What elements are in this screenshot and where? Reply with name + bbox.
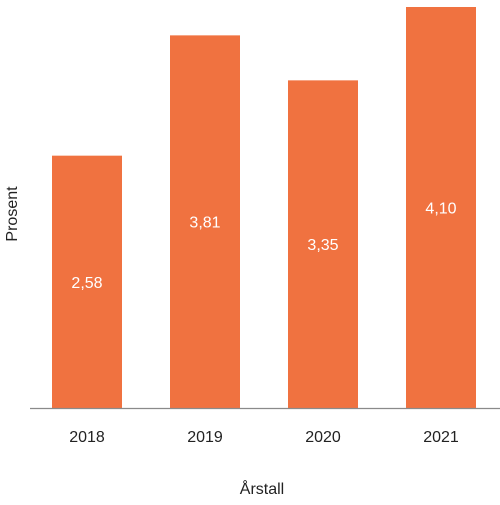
- x-tick-label-2021: 2021: [423, 429, 459, 446]
- y-axis-title: Prosent: [4, 186, 21, 242]
- x-tick-label-2020: 2020: [305, 429, 341, 446]
- bar-2018: [52, 155, 122, 408]
- bar-value-label-2019: 3,81: [189, 215, 220, 232]
- bar-2020: [288, 80, 358, 408]
- x-tick-label-2019: 2019: [187, 429, 223, 446]
- bar-value-label-2021: 4,10: [425, 201, 456, 218]
- bar-2019: [170, 35, 240, 409]
- x-tick-labels: 2018 2019 2020 2021: [69, 429, 459, 446]
- bar-2021: [406, 7, 476, 408]
- bar-value-label-2018: 2,58: [71, 275, 102, 292]
- bar-value-label-2020: 3,35: [307, 237, 338, 254]
- x-axis-title: Årstall: [240, 479, 284, 498]
- x-tick-label-2018: 2018: [69, 429, 105, 446]
- bar-value-labels: 2,58 3,81 3,35 4,10: [71, 201, 456, 292]
- bars-group: [52, 7, 476, 409]
